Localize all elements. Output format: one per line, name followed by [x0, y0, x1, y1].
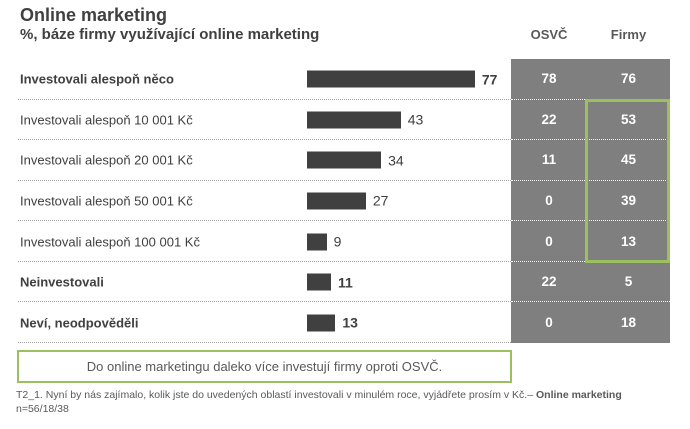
- bar: [307, 70, 475, 88]
- cell-firmy: 13: [587, 221, 670, 262]
- page-title: Online marketing: [20, 5, 168, 25]
- bar-value: 13: [342, 314, 358, 331]
- bar: [307, 151, 382, 169]
- bar-group: 13: [307, 314, 358, 332]
- bar-value: 43: [407, 111, 424, 128]
- bar-value: 27: [372, 192, 389, 209]
- annotation-box: Do online marketingu daleko více investu…: [17, 350, 512, 383]
- bar-group: 27: [307, 192, 389, 210]
- bar: [307, 111, 401, 129]
- row-label: Neinvestovali: [20, 274, 104, 290]
- row-label: Investovali alespoň 10 001 Kč: [20, 112, 193, 128]
- cell-firmy: 45: [587, 140, 670, 181]
- cell-firmy: 5: [587, 261, 670, 303]
- cell-osvc: 11: [511, 140, 587, 181]
- bar-value: 34: [388, 152, 404, 169]
- bar-value: 9: [333, 233, 342, 250]
- bar: [307, 273, 331, 291]
- footnote: T2_1. Nyní by nás zajímalo, kolik jste d…: [16, 388, 684, 416]
- cell-osvc: 78: [511, 59, 587, 100]
- row-label: Investovali alespoň 20 001 Kč: [20, 152, 193, 168]
- row-label: Investovali alespoň něco: [20, 71, 174, 87]
- column-header-osvc: OSVČ: [530, 27, 568, 42]
- table-row: Investovali alespoň něco 77 78 76: [0, 59, 690, 100]
- row-label: Investovali alespoň 100 001 Kč: [20, 234, 200, 250]
- cell-osvc: 0: [511, 221, 587, 262]
- bar-group: 9: [307, 233, 342, 251]
- table-row: Neví, neodpověděli 13 0 18: [0, 302, 690, 343]
- bar: [307, 233, 327, 251]
- table-row: Investovali alespoň 50 001 Kč 27 0 39: [0, 180, 690, 222]
- chart-table: Investovali alespoň něco 77 78 76 Invest…: [0, 59, 690, 343]
- column-header-firmy: Firmy: [610, 27, 647, 42]
- cell-osvc: 0: [511, 180, 587, 222]
- row-label: Neví, neodpověděli: [20, 315, 139, 331]
- cell-firmy: 76: [587, 59, 670, 100]
- cell-osvc: 0: [511, 302, 587, 343]
- bar-group: 77: [307, 70, 498, 88]
- table-row: Investovali alespoň 10 001 Kč 43 22 53: [0, 99, 690, 141]
- row-label: Investovali alespoň 50 001 Kč: [20, 193, 193, 209]
- table-row: Investovali alespoň 20 001 Kč 34 11 45: [0, 140, 690, 181]
- page-subtitle: %, báze firmy využívající online marketi…: [20, 26, 320, 43]
- cell-firmy: 39: [587, 180, 670, 222]
- bar-group: 11: [307, 273, 353, 291]
- footnote-topic: Online marketing: [533, 389, 622, 401]
- bar: [307, 192, 366, 210]
- table-row: Investovali alespoň 100 001 Kč 9 0 13: [0, 221, 690, 262]
- cell-firmy: 18: [587, 302, 670, 343]
- footnote-sample-size: n=56/18/38: [16, 403, 69, 416]
- cell-osvc: 22: [511, 99, 587, 141]
- table-row: Neinvestovali 11 22 5: [0, 261, 690, 303]
- cell-firmy: 53: [587, 99, 670, 141]
- bar-group: 43: [307, 111, 424, 129]
- cell-osvc: 22: [511, 261, 587, 303]
- bar-value: 77: [481, 71, 498, 88]
- annotation-text: Do online marketingu daleko více investu…: [86, 359, 443, 374]
- bar-group: 34: [307, 151, 404, 169]
- bar-value: 11: [337, 274, 353, 291]
- bar: [307, 314, 336, 332]
- footnote-question: T2_1. Nyní by nás zajímalo, kolik jste d…: [16, 389, 622, 401]
